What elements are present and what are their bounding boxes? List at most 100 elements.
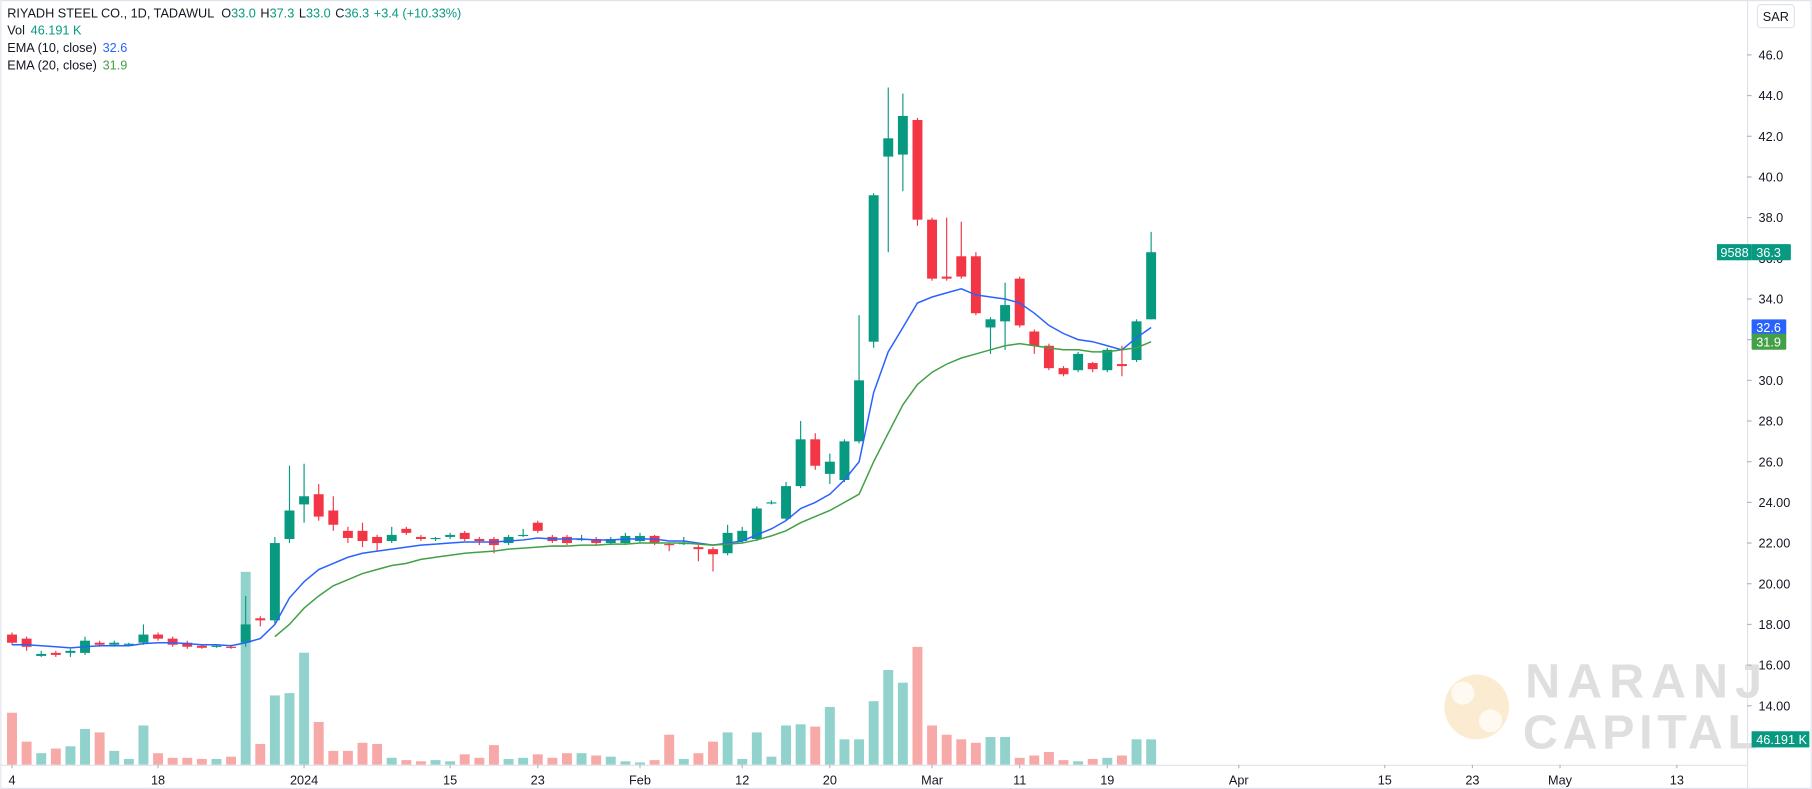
ohlc-value: 36.3 bbox=[344, 6, 369, 20]
volume-bar bbox=[693, 753, 704, 765]
volume-bar bbox=[854, 739, 865, 765]
candle-body bbox=[138, 634, 149, 643]
volume-bar bbox=[824, 706, 835, 765]
candle-body bbox=[854, 380, 865, 442]
volume-bar bbox=[1146, 739, 1157, 765]
volume-bar bbox=[635, 762, 645, 765]
volume-bar bbox=[299, 652, 310, 765]
candle-body bbox=[664, 544, 675, 546]
candle-body bbox=[123, 643, 134, 645]
volume-bar bbox=[7, 712, 17, 765]
volume-bar bbox=[1058, 760, 1069, 765]
volume-name: Vol bbox=[7, 24, 25, 38]
volume-bar bbox=[357, 742, 368, 765]
ohlc-key: O bbox=[221, 6, 231, 20]
candle-body bbox=[167, 638, 178, 645]
symbol-code-box bbox=[1716, 244, 1752, 261]
y-tick-label: 28.0 bbox=[1759, 415, 1784, 429]
candle-body bbox=[196, 645, 207, 648]
volume-bar bbox=[781, 725, 791, 765]
candle-body bbox=[532, 522, 543, 531]
candle-body bbox=[824, 461, 835, 474]
volume-bar bbox=[313, 721, 324, 765]
candle-body bbox=[591, 538, 602, 544]
candle-body bbox=[342, 530, 353, 538]
candle-body bbox=[795, 439, 806, 487]
y-tick-label: 30.0 bbox=[1759, 374, 1784, 388]
candle-body bbox=[21, 638, 32, 647]
candle-body bbox=[445, 534, 456, 537]
logo-detail bbox=[1478, 709, 1503, 733]
candle-body bbox=[1029, 331, 1040, 346]
candle-body bbox=[36, 653, 47, 656]
volume-bar bbox=[1029, 755, 1040, 765]
candle-body bbox=[459, 532, 470, 539]
candle-body bbox=[766, 502, 777, 504]
candle-body bbox=[430, 537, 441, 540]
candle-body bbox=[839, 441, 850, 480]
candle-body bbox=[1131, 321, 1142, 360]
candle-body bbox=[109, 642, 120, 645]
x-tick-label: Feb bbox=[629, 773, 651, 787]
candle-body bbox=[50, 652, 61, 655]
candle-body bbox=[737, 530, 748, 542]
candle-body bbox=[65, 650, 76, 653]
x-tick-label: 13 bbox=[1670, 773, 1684, 787]
volume-bar bbox=[80, 728, 90, 765]
volume-bar bbox=[240, 571, 251, 765]
candle-body bbox=[562, 536, 572, 544]
volume-bar bbox=[839, 739, 850, 765]
x-tick-label: Apr bbox=[1229, 773, 1250, 787]
candle-body bbox=[751, 508, 762, 539]
x-tick-label: Mar bbox=[921, 773, 944, 787]
volume-bar bbox=[956, 739, 967, 765]
price-tag-box bbox=[1751, 319, 1787, 336]
candle-body bbox=[357, 530, 368, 542]
volume-bar bbox=[328, 750, 339, 765]
candle-body bbox=[94, 642, 105, 645]
y-tick-label: 24.00 bbox=[1759, 496, 1791, 510]
x-tick-label: 4 bbox=[8, 773, 15, 787]
ema-value: 32.6 bbox=[103, 41, 128, 55]
price-tag: 32.6 bbox=[1756, 321, 1781, 335]
volume-bar bbox=[927, 725, 938, 765]
candle-body bbox=[299, 496, 310, 505]
ema-line bbox=[11, 288, 1152, 649]
volume-bar bbox=[284, 693, 295, 765]
y-tick-label: 40.0 bbox=[1759, 171, 1784, 185]
x-tick-label: 19 bbox=[1100, 773, 1114, 787]
x-tick-label: 18 bbox=[151, 773, 165, 787]
volume-bar bbox=[708, 741, 718, 765]
watermark-text: NARANJ bbox=[1525, 655, 1769, 709]
candle-body bbox=[956, 256, 967, 277]
volume-bar bbox=[985, 737, 996, 765]
candle-body bbox=[1000, 305, 1011, 322]
x-tick-label: 12 bbox=[735, 773, 749, 787]
x-tick-label: 2024 bbox=[290, 773, 318, 787]
volume-bar bbox=[1014, 757, 1025, 765]
candle-body bbox=[1102, 349, 1113, 371]
volume-bar bbox=[883, 670, 894, 765]
x-tick-label: 15 bbox=[1378, 773, 1392, 787]
y-tick-label: 42.0 bbox=[1759, 130, 1784, 144]
candle-body bbox=[868, 195, 879, 342]
volume-bar bbox=[1131, 739, 1142, 765]
volume-bar bbox=[255, 743, 266, 765]
volume-bar bbox=[795, 724, 806, 765]
candle-body bbox=[255, 618, 266, 621]
y-tick-label: 16.00 bbox=[1759, 659, 1791, 673]
ema-name: EMA (10, close) bbox=[7, 41, 97, 55]
ema-name: EMA (20, close) bbox=[7, 58, 97, 72]
candle-body bbox=[269, 543, 280, 621]
x-tick-label: 23 bbox=[531, 773, 545, 787]
currency[interactable]: SAR bbox=[1763, 10, 1789, 24]
candle-body bbox=[1014, 278, 1025, 326]
y-tick-label: 18.00 bbox=[1759, 618, 1791, 632]
candle-body bbox=[1073, 353, 1084, 371]
volume-bar bbox=[109, 750, 120, 765]
volume-bar bbox=[1102, 757, 1113, 765]
volume-bar bbox=[970, 742, 981, 765]
currency-box[interactable] bbox=[1756, 4, 1795, 29]
volume-bar bbox=[766, 756, 777, 765]
